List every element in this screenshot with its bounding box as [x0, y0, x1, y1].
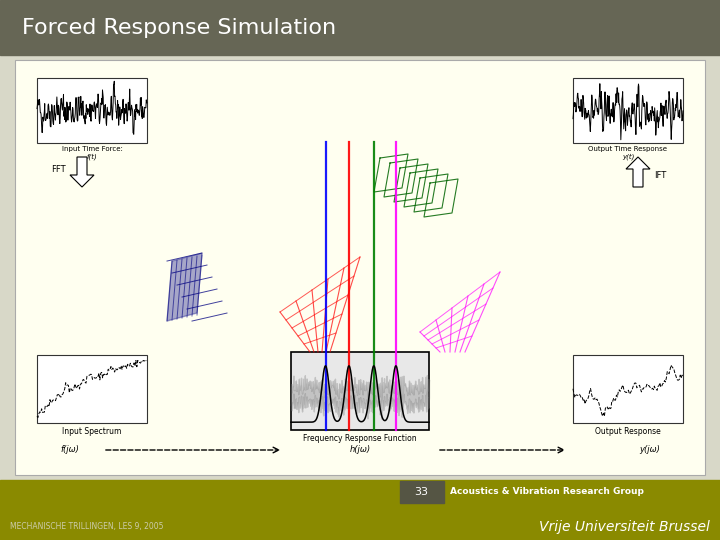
- Text: Output Time Response: Output Time Response: [588, 146, 667, 152]
- Bar: [573, 78, 683, 143]
- Bar: [15, 60, 705, 475]
- Text: Frequency Response Function: Frequency Response Function: [303, 434, 417, 443]
- Bar: [0, 0, 720, 55]
- Bar: [291, 352, 429, 430]
- Text: IFT: IFT: [654, 171, 666, 179]
- Polygon shape: [626, 157, 650, 187]
- Polygon shape: [70, 157, 94, 187]
- Text: 33: 33: [415, 487, 428, 497]
- Text: Acoustics & Vibration Research Group: Acoustics & Vibration Research Group: [449, 487, 644, 496]
- Text: h(jω): h(jω): [349, 446, 371, 455]
- Text: Input Time Force:: Input Time Force:: [62, 146, 122, 152]
- Bar: [37, 355, 147, 423]
- Text: FFT: FFT: [51, 165, 66, 173]
- Text: y(t): y(t): [622, 153, 634, 160]
- Bar: [37, 78, 147, 143]
- Polygon shape: [167, 253, 202, 321]
- Bar: [400, 481, 444, 503]
- Text: Forced Response Simulation: Forced Response Simulation: [22, 17, 336, 37]
- Bar: [0, 480, 720, 540]
- Text: f(t): f(t): [86, 153, 97, 160]
- Text: Vrije Universiteit Brussel: Vrije Universiteit Brussel: [539, 520, 710, 534]
- Text: f(jω): f(jω): [60, 446, 79, 455]
- Text: Output Response: Output Response: [595, 427, 661, 436]
- Bar: [573, 355, 683, 423]
- Text: MECHANISCHE TRILLINGEN, LES 9, 2005: MECHANISCHE TRILLINGEN, LES 9, 2005: [10, 522, 163, 531]
- Text: y(jω): y(jω): [639, 446, 660, 455]
- Text: Input Spectrum: Input Spectrum: [63, 427, 122, 436]
